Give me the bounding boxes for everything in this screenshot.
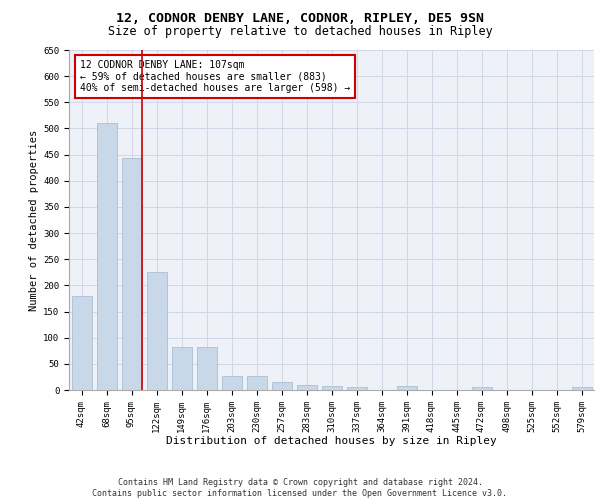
- Bar: [97, 123, 116, 390]
- Bar: [397, 386, 416, 390]
- Bar: [347, 388, 367, 390]
- Bar: [221, 376, 241, 390]
- Bar: [146, 272, 167, 390]
- Text: Size of property relative to detached houses in Ripley: Size of property relative to detached ho…: [107, 25, 493, 38]
- Text: 12, CODNOR DENBY LANE, CODNOR, RIPLEY, DE5 9SN: 12, CODNOR DENBY LANE, CODNOR, RIPLEY, D…: [116, 12, 484, 26]
- X-axis label: Distribution of detached houses by size in Ripley: Distribution of detached houses by size …: [166, 436, 497, 446]
- Bar: [296, 385, 317, 390]
- Text: Contains HM Land Registry data © Crown copyright and database right 2024.
Contai: Contains HM Land Registry data © Crown c…: [92, 478, 508, 498]
- Bar: [172, 346, 191, 390]
- Y-axis label: Number of detached properties: Number of detached properties: [29, 130, 39, 310]
- Bar: [71, 296, 91, 390]
- Bar: [322, 386, 341, 390]
- Text: 12 CODNOR DENBY LANE: 107sqm
← 59% of detached houses are smaller (883)
40% of s: 12 CODNOR DENBY LANE: 107sqm ← 59% of de…: [79, 60, 350, 94]
- Bar: [571, 388, 592, 390]
- Bar: [271, 382, 292, 390]
- Bar: [247, 376, 266, 390]
- Bar: [472, 388, 491, 390]
- Bar: [121, 158, 142, 390]
- Bar: [197, 346, 217, 390]
